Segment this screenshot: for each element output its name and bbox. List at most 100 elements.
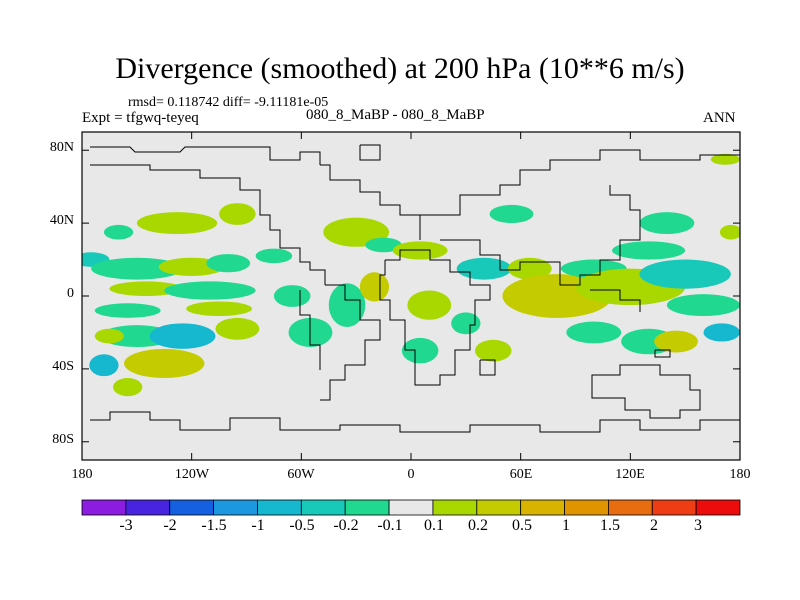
lat-tick-label: 80N (49, 140, 74, 155)
divergence-contour-region (456, 257, 512, 280)
divergence-contour-region (401, 337, 439, 364)
coastline-segment (299, 290, 321, 370)
colorbar-swatch (257, 499, 302, 516)
divergence-contour-region (703, 323, 740, 342)
colorbar-label: -0.1 (377, 517, 403, 534)
colorbar-swatch (476, 499, 522, 516)
divergence-contour-region (710, 153, 740, 165)
lon-tick-label: 60E (509, 467, 533, 482)
lat-tick-label: 80S (52, 432, 74, 447)
divergence-contour-region (654, 330, 698, 353)
coastline-segment (90, 146, 321, 165)
colorbar-label: 0.5 (512, 517, 532, 534)
colorbar-swatch (300, 499, 346, 516)
coastline-segment (379, 249, 491, 386)
colorbar-swatch (169, 499, 215, 516)
coastline-segment (654, 349, 671, 358)
lon-tick-label: 120E (615, 467, 645, 482)
colorbar-label: 0.2 (468, 517, 488, 534)
colorbar-swatch (213, 499, 258, 516)
colorbar-swatch (608, 499, 653, 516)
colorbar-label: -1 (251, 517, 265, 534)
lat-tick-label: 40N (49, 213, 74, 228)
coastlines (90, 144, 740, 433)
divergence-contour-region (273, 285, 311, 307)
coastline-segment (320, 164, 421, 240)
colorbar-label: -0.2 (333, 517, 359, 534)
colorbar-swatch (81, 499, 127, 516)
colorbar-swatch (125, 499, 171, 516)
lat-tick-label: 0 (67, 286, 74, 301)
divergence-contour-region (124, 348, 205, 378)
divergence-contour-region (255, 248, 293, 264)
lon-tick-label: 120W (174, 467, 210, 482)
colorbar-swatch (520, 499, 565, 516)
divergence-contour-region (639, 259, 731, 289)
coastline-segment (359, 144, 381, 161)
colorbar-label: 1 (562, 517, 570, 534)
divergence-contour-region (206, 254, 251, 273)
divergence-contour-region (639, 212, 695, 235)
divergence-contour-region (113, 378, 143, 397)
coastline-segment (90, 164, 326, 285)
divergence-contour-region (89, 354, 119, 377)
colorbar-label: -3 (119, 517, 133, 534)
coastline-segment (590, 289, 641, 312)
experiment-label: Expt = tfgwq-teyeq (82, 110, 199, 126)
colorbar-label: 2 (650, 517, 658, 534)
divergence-contour-region (359, 272, 390, 302)
colorbar-label: -2 (163, 517, 177, 534)
divergence-contour-region (136, 212, 218, 235)
colorbar-swatch (651, 499, 697, 516)
axis-ticks (81, 132, 741, 460)
divergence-contour-region (719, 224, 740, 240)
divergence-contour-region (566, 321, 622, 344)
divergence-contour-region (215, 317, 260, 340)
divergence-contour-region (474, 339, 512, 362)
divergence-contour-region (186, 301, 252, 317)
divergence-contour-region (489, 204, 534, 224)
lon-tick-label: 0 (407, 467, 415, 482)
season-label: ANN (703, 110, 736, 126)
coastline-segment (479, 359, 496, 376)
divergence-contour-region (612, 241, 686, 260)
coastline-segment (440, 185, 641, 286)
divergence-contour-region (94, 303, 161, 318)
colorbar-label: 0.1 (424, 517, 444, 534)
divergence-contour-region (451, 312, 481, 335)
colorbar-label: 3 (694, 517, 702, 534)
colorbar-label: -0.5 (289, 517, 315, 534)
divergence-contour-region (407, 290, 452, 320)
lon-tick-label: 60W (287, 467, 315, 482)
divergence-contour-region (109, 281, 183, 297)
divergence-contour-region (94, 328, 125, 344)
coastline-segment (420, 149, 740, 216)
divergence-contour-region (365, 237, 402, 253)
divergence-contour-region (507, 257, 552, 280)
lon-tick-label: 180 (729, 467, 751, 482)
data-field (82, 153, 740, 397)
coastline-segment (320, 284, 381, 401)
chart-title: Divergence (smoothed) at 200 hPa (10**6 … (115, 52, 685, 85)
stats-line: rmsd= 0.118742 diff= -9.11181e-05 (128, 95, 329, 110)
divergence-contour-region (666, 294, 740, 317)
colorbar-label: -1.5 (201, 517, 227, 534)
colorbar-label: 1.5 (600, 517, 620, 534)
divergence-contour-region (149, 323, 216, 349)
colorbar-swatch (388, 499, 434, 516)
divergence-contour-region (103, 224, 134, 240)
case-line: 080_8_MaBP - 080_8_MaBP (306, 107, 485, 123)
divergence-contour-region (328, 283, 366, 327)
colorbar-swatch (344, 499, 390, 516)
colorbar-swatch (432, 499, 478, 516)
lat-tick-label: 40S (52, 359, 74, 374)
coastline-segment (591, 364, 701, 419)
colorbar-swatch (564, 499, 609, 516)
divergence-contour-region (164, 281, 256, 300)
divergence-contour-region (91, 257, 183, 280)
coastline-segment (90, 411, 740, 433)
colorbar (81, 499, 741, 516)
colorbar-swatch (695, 499, 741, 516)
divergence-contour-region (219, 203, 256, 225)
